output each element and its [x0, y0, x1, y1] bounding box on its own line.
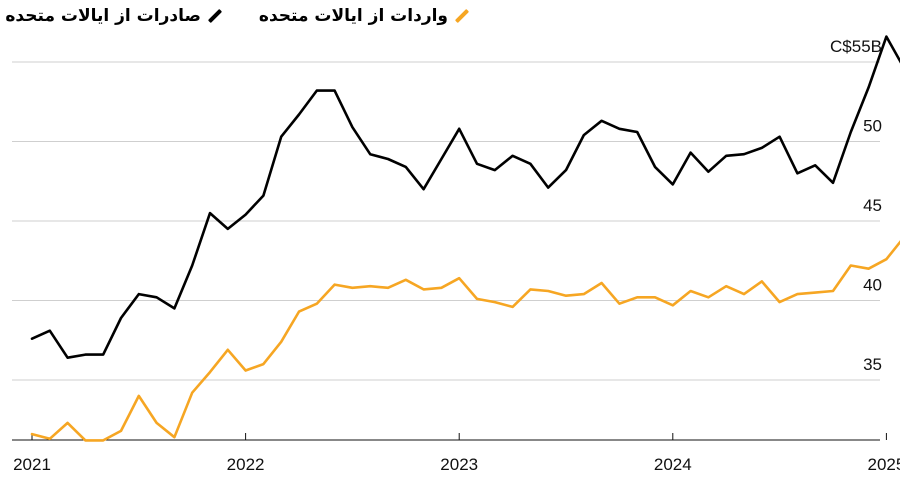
y-tick-label: 40	[863, 276, 882, 295]
y-tick-label: 50	[863, 117, 882, 136]
grid	[12, 61, 880, 381]
legend-item-exports: صادرات از ایالات متحده	[5, 6, 223, 26]
legend-item-imports: واردات از ایالات متحده	[259, 6, 470, 26]
x-tick-label: 2025	[867, 455, 900, 474]
y-tick-label: C$55B	[830, 37, 882, 56]
x-tick-label: 2023	[440, 455, 478, 474]
legend: صادرات از ایالات متحده واردات از ایالات …	[5, 6, 470, 26]
y-tick-label: 45	[863, 196, 882, 215]
x-tick-label: 2022	[227, 455, 265, 474]
y-tick-label: 35	[863, 355, 882, 374]
series-line-exports	[30, 35, 900, 360]
series-line-imports	[30, 240, 900, 442]
legend-label-exports: صادرات از ایالات متحده	[5, 6, 201, 26]
x-tick-label: 2021	[13, 455, 51, 474]
series	[30, 35, 900, 442]
tick-labels: C$55B 50 45 40 35 2021 2022 2023 2024 2025	[13, 37, 900, 474]
x-tick-label: 2024	[654, 455, 692, 474]
legend-label-imports: واردات از ایالات متحده	[258, 6, 448, 26]
x-axis	[12, 433, 887, 441]
